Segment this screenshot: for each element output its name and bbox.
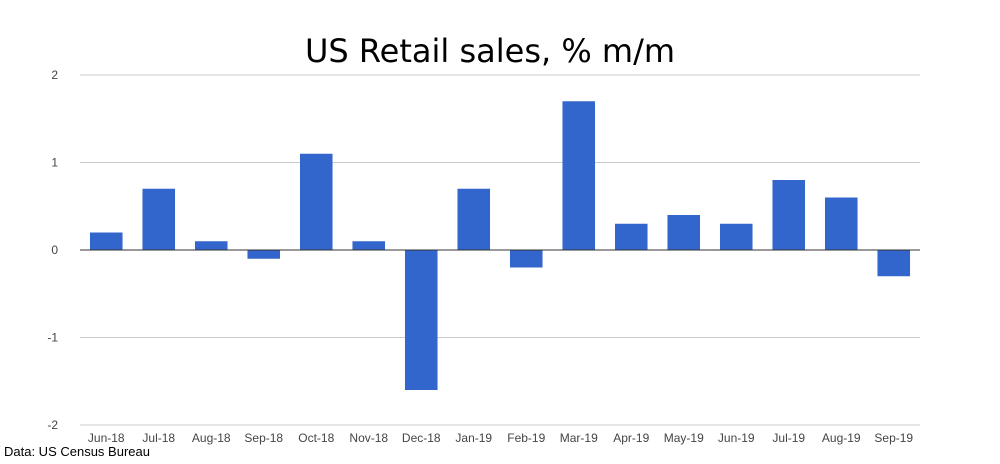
x-tick-label: Aug-18 [192,431,231,445]
y-tick-labels: -2 -1 0 1 2 [47,68,58,432]
bar [247,250,281,259]
bar [824,197,858,250]
y-tick-label: 2 [51,68,58,82]
bar [614,223,648,250]
x-tick-label: Dec-18 [402,431,441,445]
bar [194,241,228,250]
bar [352,241,386,250]
x-tick-label: Oct-18 [298,431,334,445]
chart-title: US Retail sales, % m/m [305,32,675,70]
x-tick-label: May-19 [664,431,704,445]
bar [457,188,491,250]
y-tick-label: 1 [51,156,58,170]
data-source-note: Data: US Census Bureau [4,444,150,459]
y-tick-label: -1 [47,331,58,345]
bar [299,153,333,250]
bar [772,180,806,250]
x-tick-label: Jan-19 [455,431,492,445]
x-tick-label: Jun-19 [718,431,755,445]
bar [667,215,701,250]
x-tick-label: Sep-18 [244,431,283,445]
bar [562,101,596,250]
gridlines [80,74,920,426]
bar [877,250,911,277]
bar [89,232,123,250]
y-tick-label: 0 [51,243,58,257]
x-tick-label: Apr-19 [613,431,649,445]
bar [719,223,753,250]
x-tick-label: Sep-19 [874,431,913,445]
bar [509,250,543,268]
x-tick-label: Jun-18 [88,431,125,445]
bars [89,101,911,390]
y-tick-label: -2 [47,418,58,432]
x-tick-label: Feb-19 [507,431,545,445]
x-tick-label: Jul-18 [142,431,175,445]
x-tick-label: Nov-18 [349,431,388,445]
x-tick-labels: Jun-18 Jul-18 Aug-18 Sep-18 Oct-18 Nov-18 Dec-… [88,431,914,445]
x-tick-label: Jul-19 [772,431,805,445]
x-tick-label: Mar-19 [560,431,598,445]
bar [404,250,438,390]
x-tick-label: Aug-19 [822,431,861,445]
bar [142,188,176,250]
